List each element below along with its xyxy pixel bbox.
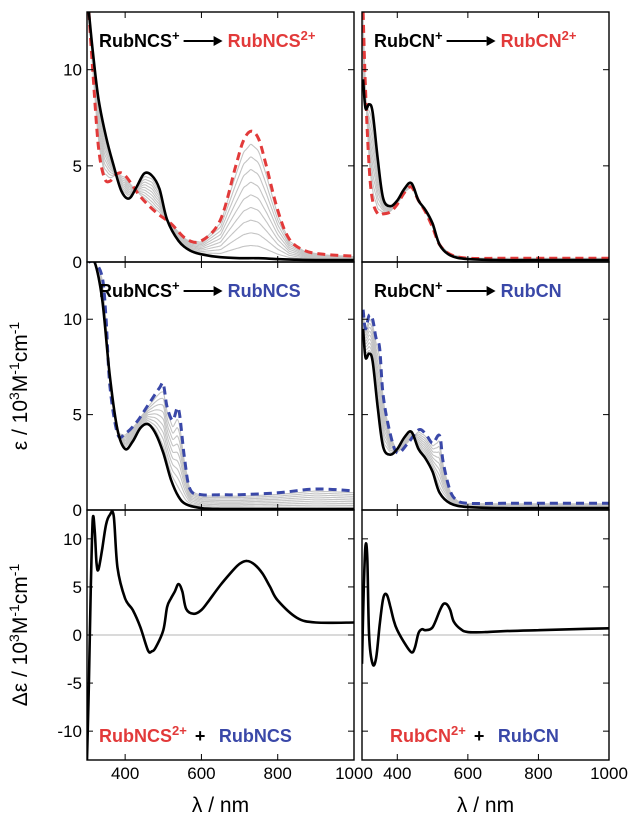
legend-start-label: RubNCS+ — [99, 278, 180, 301]
legend-start-label: RubCN+ — [374, 278, 443, 301]
intermediate-spectrum-line — [362, 324, 609, 508]
y-axis-title: Δε / 103M-1cm-1 — [6, 564, 32, 707]
dashed-series-line — [87, 12, 354, 258]
intermediate-spectrum-line — [362, 322, 609, 508]
y-axis-title: ε / 103M-1cm-1 — [6, 322, 32, 451]
intermediate-spectrum-line — [87, 12, 354, 260]
intermediate-spectrum-line — [362, 52, 609, 260]
intermediate-spectrum-line — [362, 319, 609, 507]
intermediate-spectrum-line — [88, 262, 354, 504]
x-tick-label: 400 — [383, 764, 411, 783]
intermediate-spectrum-line — [87, 12, 354, 259]
intermediate-spectrum-line — [362, 326, 609, 509]
legend-arrow-icon — [486, 286, 496, 296]
y-tick-label: 5 — [73, 578, 82, 597]
legend-arrow-icon — [213, 36, 223, 46]
x-tick-label: 600 — [187, 764, 215, 783]
intermediate-spectrum-line — [362, 311, 609, 505]
x-tick-label: 800 — [264, 764, 292, 783]
intermediate-spectrum-line — [362, 313, 609, 505]
solid-series-line — [362, 79, 609, 262]
y-tick-label: 10 — [63, 310, 82, 329]
legend-end-label: RubCN — [501, 281, 562, 301]
y-tick-label: 0 — [73, 626, 82, 645]
intermediate-spectrum-line — [362, 38, 609, 260]
y-tick-label: 5 — [73, 157, 82, 176]
solid-series-line — [87, 12, 354, 262]
legend-start-label: RubCN+ — [374, 28, 443, 51]
y-tick-label: 0 — [73, 501, 82, 520]
intermediate-spectrum-line — [362, 72, 609, 261]
plot-area — [87, 510, 354, 760]
intermediate-spectrum-line — [362, 315, 609, 506]
solid-series-line — [87, 510, 354, 760]
intermediate-spectrum-line — [362, 32, 609, 260]
dashed-series-line — [362, 12, 609, 260]
legend-plus-sign: + — [474, 726, 485, 746]
legend-end-label: RubNCS2+ — [228, 28, 316, 51]
y-tick-label: 10 — [63, 61, 82, 80]
legend-right-label: RubNCS — [219, 726, 292, 746]
panel-top-left: 0 5 10 RubNCS+ RubNCS2+ — [63, 11, 355, 272]
solid-series-line — [88, 262, 354, 510]
x-tick-label: 400 — [111, 764, 139, 783]
intermediate-spectrum-line — [362, 18, 609, 259]
intermediate-spectrum-line — [88, 262, 354, 507]
legend-end-label: RubNCS — [228, 281, 301, 301]
intermediate-spectrum-line — [88, 262, 354, 503]
x-tick-label: 1000 — [590, 764, 628, 783]
intermediate-spectrum-line — [88, 262, 354, 502]
solid-series-line — [362, 328, 609, 510]
x-axis-title: λ / nm — [192, 794, 249, 817]
legend-right-label: RubCN — [498, 726, 559, 746]
x-tick-label: 600 — [454, 764, 482, 783]
x-axis-title: λ / nm — [457, 794, 514, 817]
intermediate-spectrum-line — [88, 262, 354, 499]
intermediate-spectrum-line — [362, 317, 609, 506]
intermediate-spectrum-line — [362, 45, 609, 260]
y-tick-label: -10 — [57, 722, 82, 741]
panel-bottom-right: 400 600 800 1000 λ / nm RubCN2+ + RubCN — [361, 509, 628, 817]
y-tick-label: 0 — [73, 253, 82, 272]
y-tick-label: -5 — [67, 674, 82, 693]
solid-series-line — [362, 542, 609, 667]
y-tick-label: 10 — [63, 530, 82, 549]
legend-plus-sign: + — [195, 726, 206, 746]
legend-start-label: RubNCS+ — [99, 28, 180, 51]
intermediate-spectrum-line — [88, 262, 354, 500]
x-tick-label: 800 — [524, 764, 552, 783]
intermediate-spectrum-line — [362, 25, 609, 260]
legend-left-label: RubCN2+ — [390, 723, 466, 746]
intermediate-spectrum-line — [88, 262, 354, 506]
intermediate-spectrum-line — [362, 59, 609, 261]
intermediate-spectrum-line — [362, 321, 609, 507]
intermediate-spectrum-line — [362, 65, 609, 261]
plot-area — [362, 542, 609, 667]
legend-end-label: RubCN2+ — [501, 28, 577, 51]
intermediate-spectrum-line — [87, 12, 354, 260]
intermediate-spectrum-line — [87, 12, 354, 260]
panel-top-right: RubCN+ RubCN2+ — [361, 11, 610, 263]
legend-arrow-icon — [486, 36, 496, 46]
panel-middle-left: 0 5 10 ε / 103M-1cm-1 RubNCS+ RubNCS — [6, 261, 355, 520]
legend-left-label: RubNCS2+ — [99, 723, 187, 746]
x-tick-label: 1000 — [335, 764, 373, 783]
legend-arrow-icon — [213, 286, 223, 296]
y-tick-label: 5 — [73, 406, 82, 425]
plot-area — [362, 309, 609, 510]
dashed-series-line — [362, 309, 609, 506]
panel-middle-right: RubCN+ RubCN — [361, 261, 610, 511]
intermediate-spectrum-line — [87, 12, 354, 259]
plot-area — [88, 262, 354, 510]
plot-area — [87, 12, 354, 262]
panel-bottom-left: -10 -5 0 5 10 400 600 800 1000 λ / nm Δε / 103M-1c… — [6, 509, 373, 817]
